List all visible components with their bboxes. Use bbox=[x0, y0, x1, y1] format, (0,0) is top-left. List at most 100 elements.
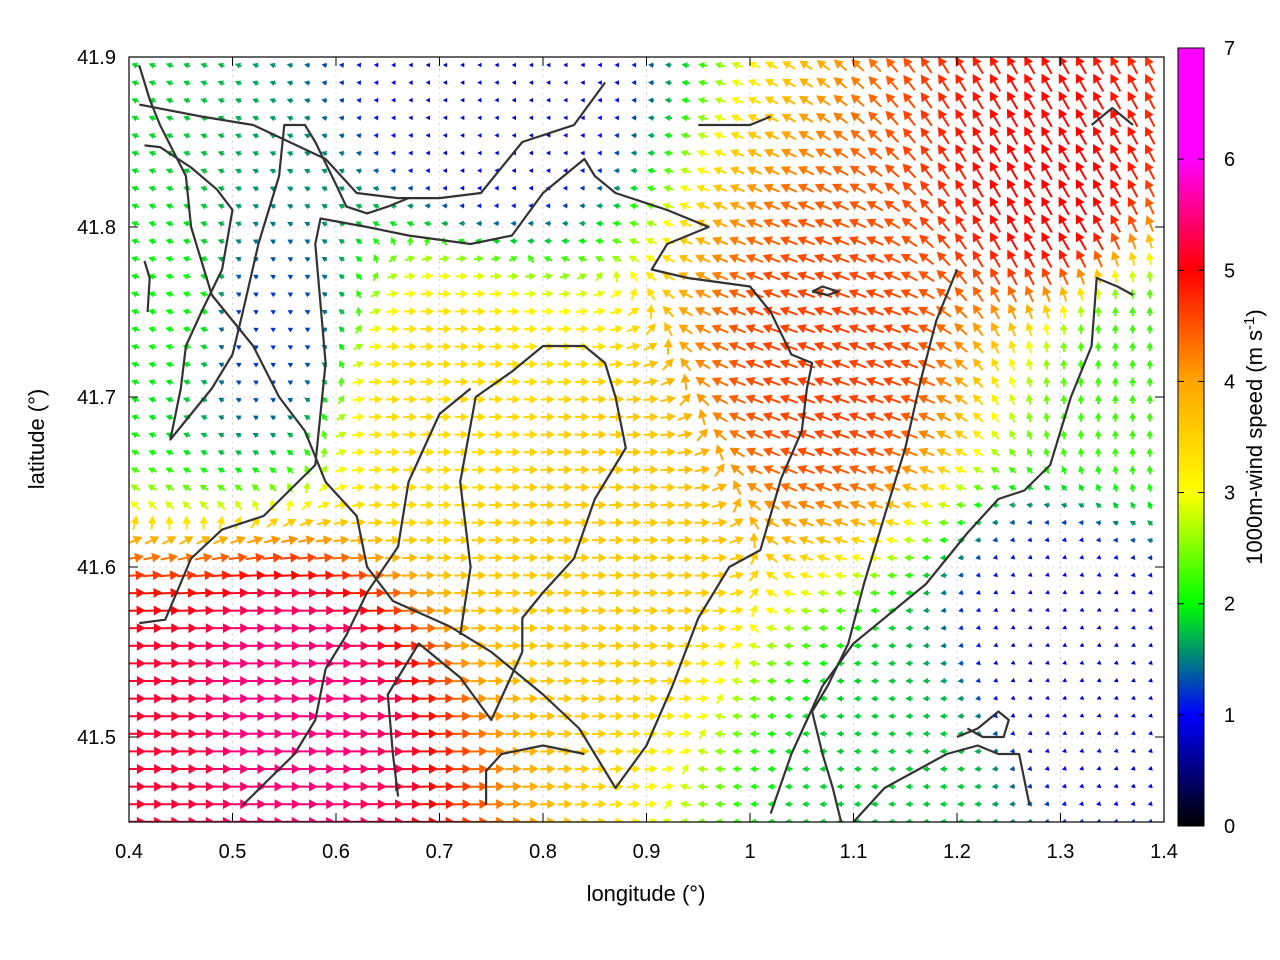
wind-arrow bbox=[779, 271, 798, 281]
wind-arrow bbox=[131, 62, 139, 69]
wind-arrow bbox=[593, 290, 606, 298]
wind-arrow bbox=[1059, 267, 1069, 286]
wind-arrow bbox=[338, 80, 345, 86]
wind-arrow bbox=[797, 183, 815, 193]
wind-arrow bbox=[235, 292, 242, 298]
wind-arrow bbox=[865, 288, 884, 299]
wind-arrow bbox=[664, 79, 672, 86]
wind-arrow bbox=[696, 149, 709, 158]
wind-arrow bbox=[1058, 91, 1070, 110]
wind-arrow bbox=[578, 238, 587, 245]
wind-arrow bbox=[920, 145, 933, 162]
wind-arrow bbox=[900, 271, 918, 282]
wind-arrow bbox=[614, 80, 620, 86]
wind-arrow bbox=[559, 290, 571, 298]
wind-arrow bbox=[373, 133, 379, 139]
wind-arrow bbox=[731, 79, 744, 87]
wind-arrow bbox=[746, 183, 763, 193]
wind-arrow bbox=[954, 286, 968, 302]
wind-arrow bbox=[460, 62, 465, 68]
wind-arrow bbox=[252, 186, 259, 192]
wind-arrow bbox=[456, 255, 468, 263]
wind-arrow bbox=[1058, 214, 1070, 233]
wind-arrow bbox=[645, 271, 657, 282]
wind-arrow bbox=[745, 218, 763, 228]
wind-arrow bbox=[131, 133, 140, 139]
wind-arrow bbox=[269, 62, 277, 69]
wind-arrow bbox=[1041, 249, 1053, 269]
wind-arrow bbox=[489, 307, 503, 316]
wind-arrow bbox=[1058, 143, 1070, 163]
wind-arrow bbox=[797, 218, 815, 228]
y-axis-label: latitude (°) bbox=[24, 389, 49, 490]
wind-arrow bbox=[423, 220, 432, 227]
wind-arrow bbox=[920, 162, 933, 180]
wind-arrow bbox=[597, 132, 602, 138]
wind-arrow bbox=[816, 77, 831, 89]
wind-arrow bbox=[252, 115, 260, 122]
wind-arrow bbox=[234, 115, 242, 122]
wind-arrow bbox=[885, 93, 899, 108]
wind-arrow bbox=[373, 150, 379, 156]
wind-arrow bbox=[1145, 252, 1155, 266]
wind-arrow bbox=[972, 73, 984, 92]
wind-arrow bbox=[321, 62, 328, 69]
wind-arrow bbox=[629, 185, 638, 192]
wind-arrow bbox=[661, 255, 675, 263]
wind-arrow bbox=[597, 97, 602, 103]
wind-arrow bbox=[372, 237, 380, 245]
wind-arrow bbox=[541, 289, 554, 298]
wind-arrow bbox=[508, 256, 518, 263]
wind-arrow bbox=[370, 290, 381, 298]
wind-arrow bbox=[989, 232, 1001, 251]
wind-arrow bbox=[865, 271, 884, 281]
wind-arrow bbox=[972, 214, 984, 233]
wind-arrow bbox=[200, 133, 208, 139]
wind-arrow bbox=[1128, 270, 1137, 283]
wind-arrow bbox=[681, 62, 690, 69]
x-tick-label: 0.5 bbox=[219, 841, 247, 863]
wind-arrow bbox=[408, 115, 413, 121]
wind-arrow bbox=[848, 218, 867, 229]
wind-arrow bbox=[200, 256, 208, 263]
wind-arrow bbox=[779, 218, 798, 228]
wind-arrow bbox=[1007, 249, 1019, 268]
wind-arrow bbox=[849, 201, 867, 211]
wind-arrow bbox=[989, 196, 1002, 216]
wind-arrow bbox=[614, 132, 620, 139]
wind-arrow bbox=[613, 167, 620, 174]
wind-arrow bbox=[304, 62, 311, 69]
wind-arrow bbox=[182, 291, 191, 298]
wind-arrow bbox=[954, 250, 968, 268]
wind-arrow bbox=[729, 184, 745, 193]
wind-arrow bbox=[1024, 285, 1035, 303]
wind-arrow bbox=[919, 198, 934, 214]
wind-arrow bbox=[696, 184, 710, 193]
colorbar-tick-label: 2 bbox=[1224, 594, 1235, 616]
wind-arrow bbox=[1041, 231, 1053, 251]
wind-arrow bbox=[989, 91, 1002, 110]
wind-arrow bbox=[511, 97, 516, 103]
wind-arrow bbox=[148, 238, 157, 245]
wind-arrow bbox=[918, 252, 935, 266]
wind-arrow bbox=[798, 148, 815, 158]
wind-arrow bbox=[425, 97, 430, 103]
wind-arrow bbox=[489, 289, 503, 298]
wind-arrow bbox=[796, 288, 816, 299]
wind-arrow bbox=[920, 180, 934, 197]
wind-arrow bbox=[404, 272, 417, 281]
wind-arrow bbox=[235, 221, 242, 227]
wind-arrow bbox=[813, 306, 833, 316]
wind-arrow bbox=[372, 203, 380, 210]
wind-arrow bbox=[937, 126, 950, 145]
wind-arrow bbox=[425, 133, 430, 138]
wind-arrow bbox=[1127, 126, 1139, 145]
wind-arrow bbox=[507, 289, 520, 298]
wind-arrow bbox=[355, 203, 363, 210]
wind-arrow bbox=[372, 168, 379, 174]
wind-arrow bbox=[1110, 196, 1122, 216]
wind-arrow bbox=[559, 273, 571, 281]
wind-arrow bbox=[472, 272, 486, 281]
wind-arrow bbox=[165, 133, 174, 139]
wind-arrow bbox=[990, 285, 1001, 303]
